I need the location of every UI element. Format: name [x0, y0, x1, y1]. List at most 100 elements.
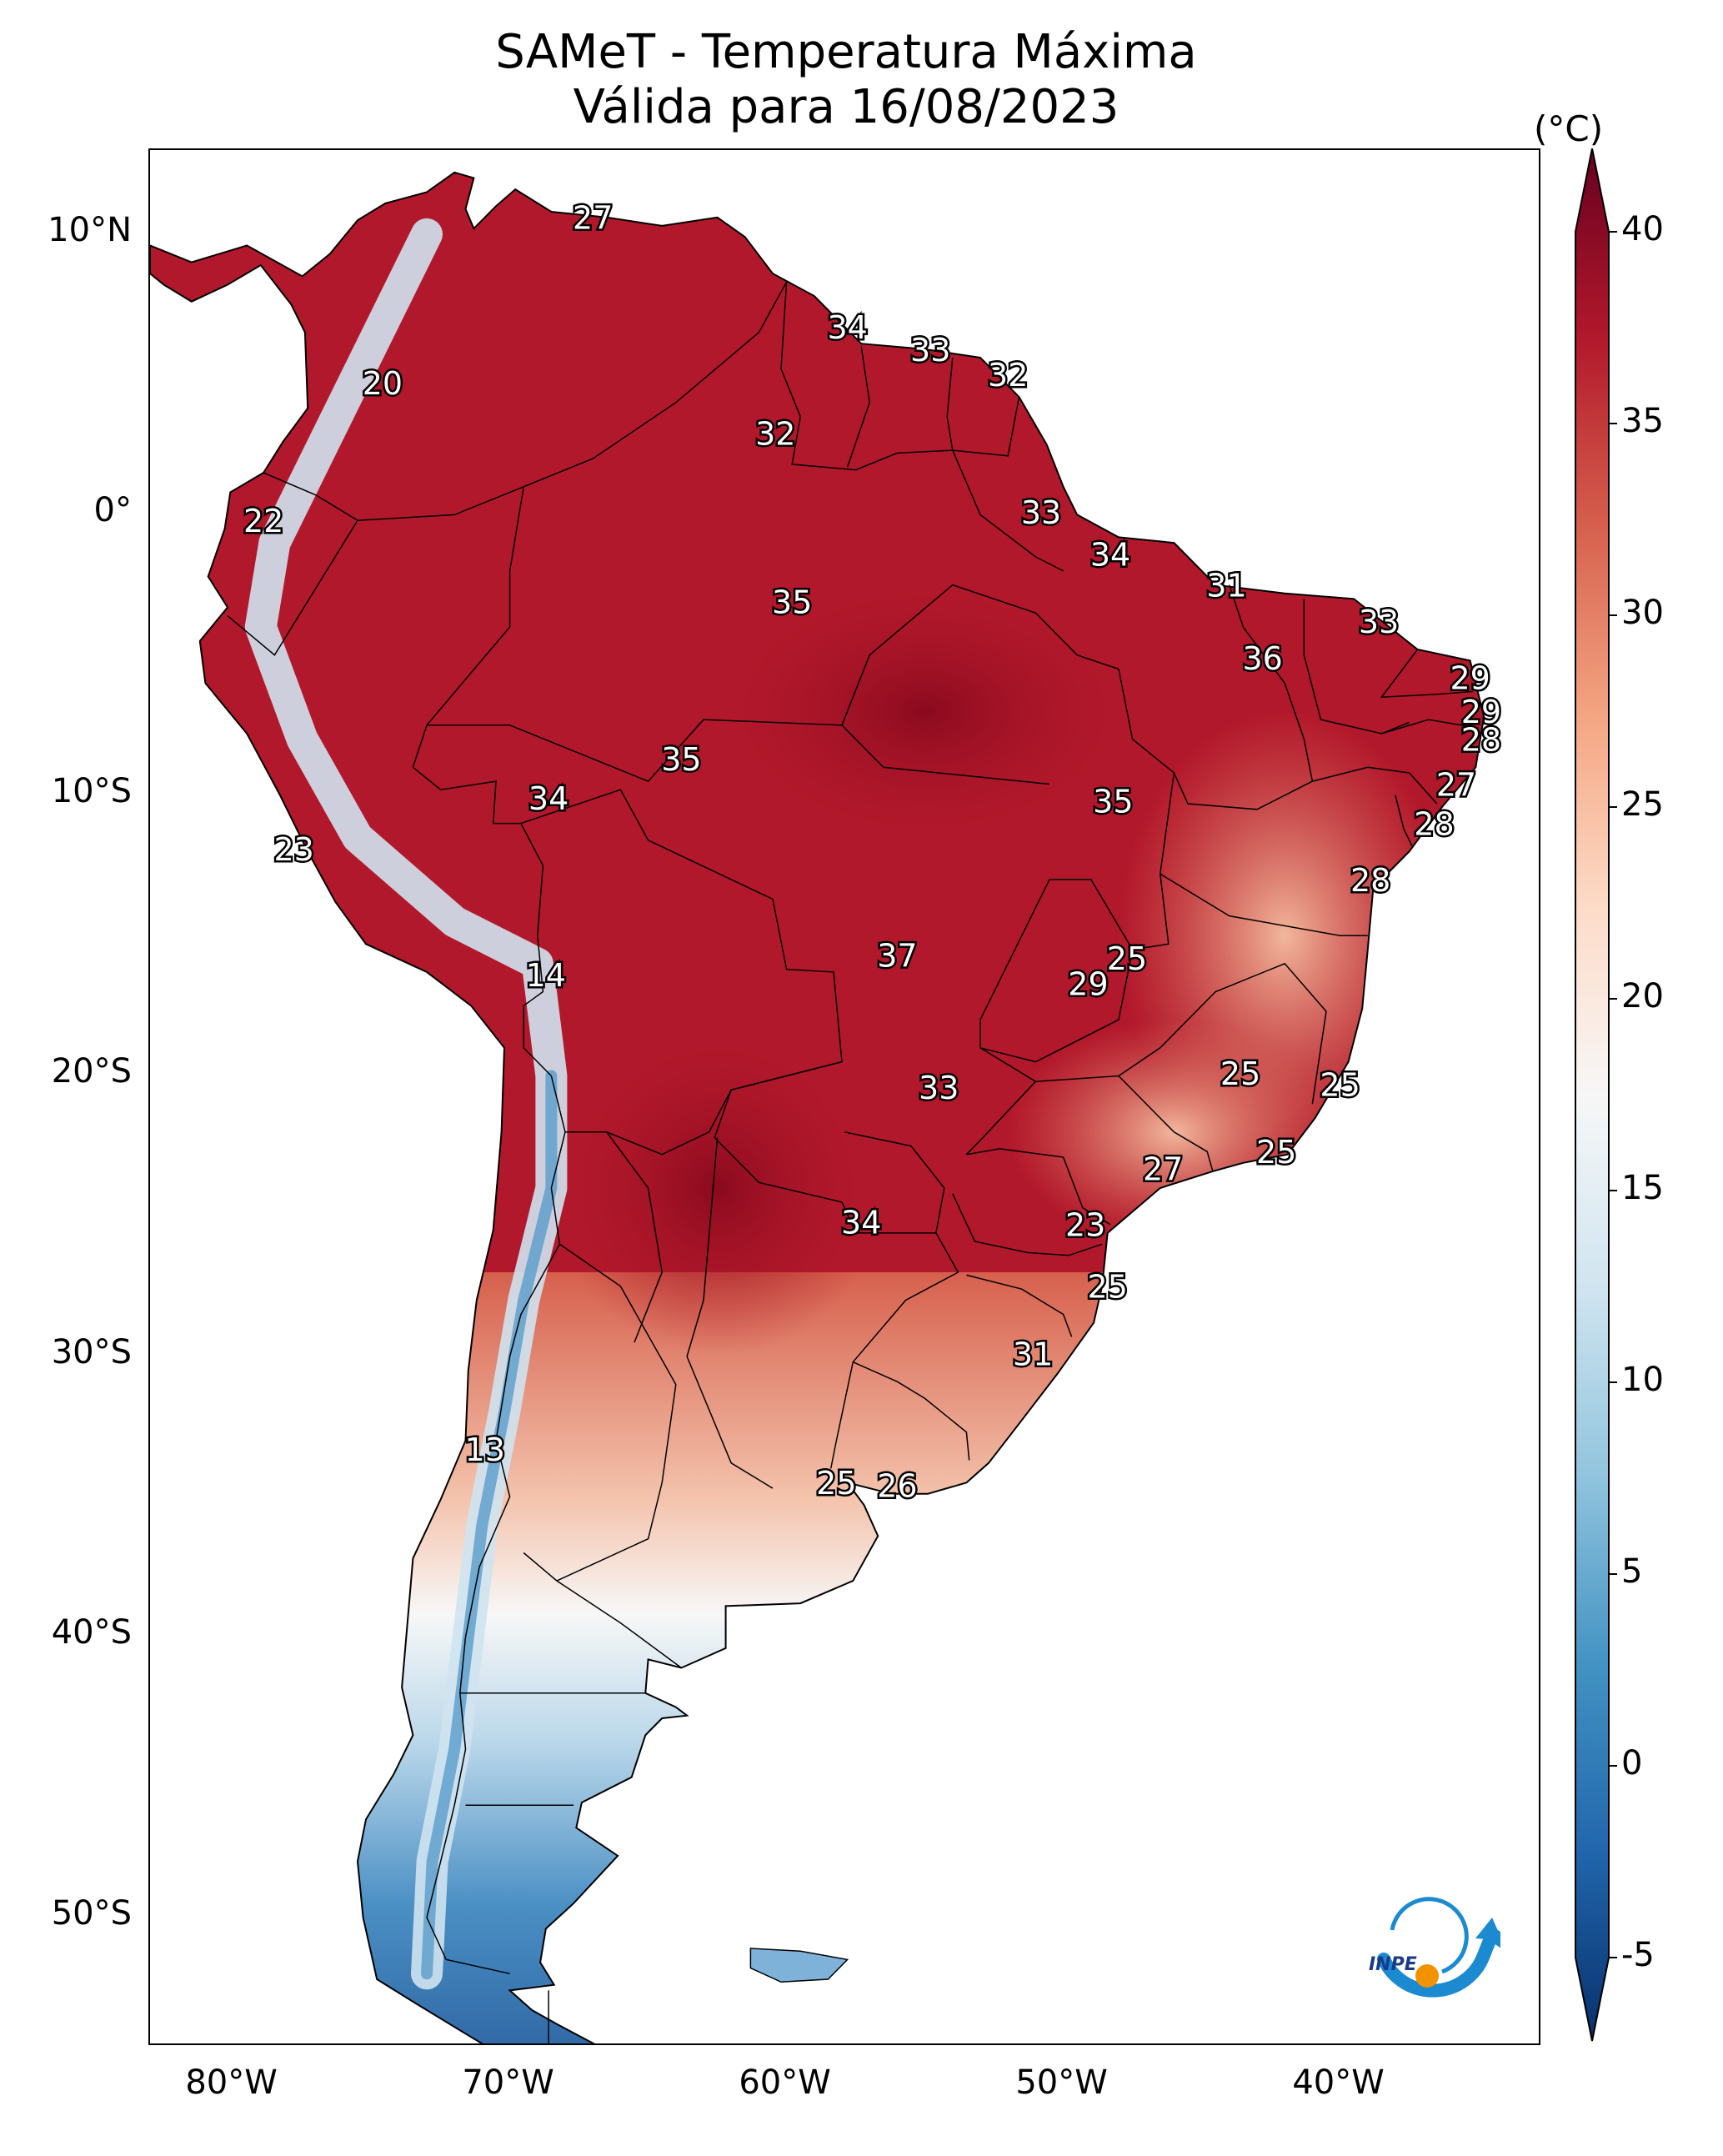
border-line — [606, 1131, 663, 1343]
border-line — [556, 1243, 677, 1582]
latitude-label: 40°S — [51, 1613, 132, 1652]
temperature-value-label: 33 — [1359, 604, 1399, 640]
border-line — [412, 486, 552, 1077]
temperature-value-label: 29 — [1068, 965, 1108, 1002]
temperature-value-label: 13 — [465, 1431, 505, 1468]
inpe-logo: INPE — [1369, 1897, 1500, 1998]
map-title-line1: SAMeT - Temperatura Máxima — [495, 25, 1197, 79]
border-line — [846, 346, 870, 468]
border-line — [714, 1060, 945, 1234]
colorbar-tick-label: 40 — [1621, 210, 1664, 248]
temperature-value-label: 37 — [877, 938, 917, 975]
continent-land — [150, 171, 1485, 2043]
border-line — [952, 449, 1064, 572]
temperature-value-label: 33 — [910, 332, 950, 369]
border-line — [520, 789, 843, 1156]
temperature-value-label: 26 — [877, 1468, 917, 1505]
border-line — [227, 519, 358, 656]
border-line — [1303, 599, 1410, 735]
border-line — [852, 1361, 970, 1461]
temperature-value-label: 29 — [1461, 694, 1501, 730]
border-line — [966, 1274, 1073, 1337]
temperature-value-label: 35 — [661, 741, 701, 778]
colorbar-tick-label: 15 — [1621, 1169, 1664, 1207]
latitude-label: 30°S — [51, 1332, 132, 1371]
border-line — [426, 1131, 566, 1975]
map-panel: 27 34 33 32 20 32 22 33 34 31 35 33 36 29 29 28 35 27 34 35… — [148, 148, 1540, 2045]
latitude-label: 10°S — [51, 771, 132, 810]
temperature-value-label: 33 — [919, 1070, 959, 1106]
temperature-colorbar — [1575, 148, 1617, 2042]
temperature-value-label: 35 — [772, 584, 812, 621]
temperature-value-label: 31 — [1206, 567, 1246, 604]
temperature-value-label: 32 — [755, 416, 795, 453]
temperature-value-label: 34 — [528, 780, 568, 817]
temperature-value-label: 27 — [1436, 766, 1476, 803]
border-line — [427, 719, 1050, 785]
border-line — [1380, 649, 1474, 699]
border-line — [946, 357, 954, 451]
temperature-value-label: 25 — [816, 1465, 856, 1502]
temperature-value-label: 22 — [243, 503, 283, 539]
colorbar-tick-label: 0 — [1621, 1744, 1643, 1782]
colorbar-tick-label: 20 — [1621, 977, 1664, 1015]
temperature-value-label: 32 — [988, 357, 1028, 394]
colorbar-tick-label: 35 — [1621, 402, 1664, 440]
temperature-value-label: 28 — [1414, 805, 1454, 842]
border-line — [979, 949, 1134, 1063]
svg-text:INPE: INPE — [1369, 1954, 1417, 1975]
temperature-value-label: 27 — [573, 200, 613, 237]
colorbar-unit-label: (°C) — [1534, 108, 1604, 149]
temperature-value-label: 34 — [1090, 536, 1130, 573]
border-line — [965, 879, 1050, 1156]
latitude-label: 0° — [93, 491, 132, 530]
longitude-label: 80°W — [185, 2063, 278, 2102]
country-state-borders — [227, 281, 1479, 2043]
latitude-label: 10°N — [48, 210, 132, 249]
temperature-value-label: 36 — [1242, 640, 1282, 677]
temperature-value-label: 27 — [1143, 1151, 1183, 1187]
colorbar-tick-label: 10 — [1621, 1361, 1664, 1399]
border-line — [966, 1148, 1111, 1226]
border-line — [686, 1137, 774, 1489]
colorbar-gradient — [1575, 148, 1610, 2042]
latitude-label: 50°S — [51, 1893, 132, 1933]
temperature-value-label: 28 — [1350, 862, 1390, 899]
temperature-value-label: 25 — [1107, 940, 1147, 977]
temperature-value-label: 33 — [1021, 494, 1061, 531]
temperature-value-label: 34 — [827, 309, 867, 346]
temperature-value-label: 25 — [1088, 1269, 1128, 1306]
colorbar-tick-label: 5 — [1621, 1552, 1643, 1591]
temperature-value-label: 34 — [841, 1204, 881, 1241]
latitude-label: 20°S — [51, 1052, 132, 1091]
border-line — [523, 281, 788, 488]
border-line — [1049, 669, 1175, 950]
temperature-value-label: 25 — [1220, 1055, 1260, 1092]
border-line — [1312, 766, 1438, 805]
map-title-line2: Válida para 16/08/2023 — [573, 80, 1119, 134]
temperature-value-label: 20 — [363, 365, 403, 402]
temperature-value-label: 29 — [1450, 659, 1490, 696]
temperature-value-label: 14 — [526, 957, 566, 994]
colorbar-tick-label: 25 — [1621, 785, 1664, 824]
border-line — [780, 282, 1020, 471]
longitude-label: 70°W — [462, 2063, 554, 2102]
temperature-value-label: 23 — [273, 831, 313, 868]
longitude-label: 60°W — [739, 2063, 831, 2102]
border-line — [1381, 719, 1479, 735]
border-line — [1160, 873, 1368, 936]
colorbar-tick-label: -5 — [1621, 1936, 1655, 1974]
colorbar-tick-label: 30 — [1621, 594, 1664, 632]
temperature-value-label: 28 — [1461, 722, 1501, 759]
border-line — [829, 1232, 959, 1469]
border-line — [841, 584, 1119, 726]
border-line — [1395, 795, 1413, 846]
border-line — [523, 1552, 682, 1669]
longitude-label: 40°W — [1292, 2063, 1385, 2102]
border-line — [952, 1193, 1103, 1256]
temperature-value-label: 23 — [1065, 1207, 1105, 1244]
temperature-value-label: 25 — [1320, 1066, 1360, 1103]
longitude-label: 50°W — [1015, 2063, 1108, 2102]
